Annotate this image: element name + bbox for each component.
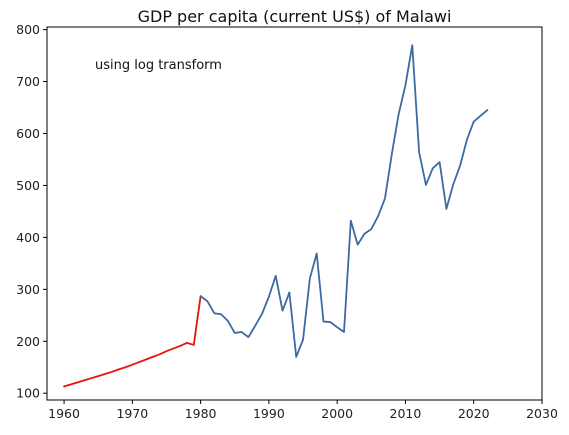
x-axis: 1960 1970 1980 1990 2000 2010 2020 2030	[48, 400, 558, 421]
series-line-1	[63, 295, 202, 388]
y-axis: 100 200 300 400 500 600 700 800	[16, 22, 47, 401]
x-tick-label: 2020	[458, 406, 490, 421]
chart-title: GDP per capita (current US$) of Malawi	[138, 7, 452, 26]
chart-annotation: using log transform	[95, 58, 222, 73]
y-tick-label: 400	[16, 230, 40, 245]
x-tick-label: 2030	[526, 406, 558, 421]
y-tick-label: 600	[16, 126, 40, 141]
plot-frame	[46, 26, 543, 401]
series-line-2	[199, 44, 489, 358]
y-tick-label: 200	[16, 334, 40, 349]
x-tick-label: 1990	[253, 406, 285, 421]
y-tick-label: 800	[16, 22, 40, 37]
y-tick-label: 100	[16, 386, 40, 401]
y-tick-label: 500	[16, 178, 40, 193]
x-tick-label: 1970	[116, 406, 148, 421]
x-tick-label: 2000	[321, 406, 353, 421]
x-tick-label: 1960	[48, 406, 80, 421]
y-tick-label: 300	[16, 282, 40, 297]
plot-lines	[63, 44, 489, 388]
x-tick-label: 1980	[185, 406, 217, 421]
y-tick-label: 700	[16, 74, 40, 89]
x-tick-label: 2010	[390, 406, 422, 421]
